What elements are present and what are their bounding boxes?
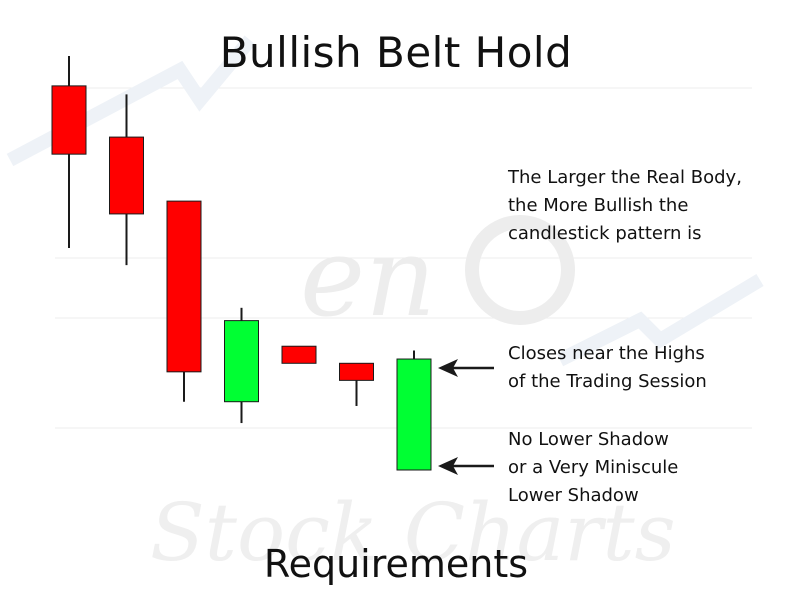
candle-bullish <box>224 307 259 424</box>
watermark-brand-text: Stock Charts <box>150 486 676 579</box>
watermark-arrow-right <box>556 273 764 367</box>
candle-body <box>339 362 374 381</box>
arrow-to-high <box>438 359 494 377</box>
note-closes-high: Closes near the Highs of the Trading Ses… <box>508 340 707 396</box>
footer-title: Requirements <box>263 542 529 586</box>
candle-body <box>396 358 432 471</box>
candle-body <box>51 85 87 155</box>
note-real-body: The Larger the Real Body, the More Bulli… <box>508 164 742 248</box>
page-title: Bullish Belt Hold <box>219 28 573 77</box>
candle-bearish <box>109 94 144 266</box>
candle-body <box>281 345 317 364</box>
candle-bullish <box>396 350 432 471</box>
watermark-logo-ring <box>465 215 575 325</box>
note-line: No Lower Shadow <box>508 429 669 450</box>
note-line: the More Bullish the <box>508 195 689 216</box>
note-line: candlestick pattern is <box>508 223 702 244</box>
note-lower-shadow: No Lower Shadow or a Very Miniscule Lowe… <box>508 426 678 510</box>
note-line: Lower Shadow <box>508 485 639 506</box>
candle-bearish <box>166 200 202 402</box>
watermark-logo-text: en <box>300 213 436 341</box>
watermark-arrow-left <box>6 35 256 167</box>
note-line: Closes near the Highs <box>508 343 705 364</box>
candle-bearish <box>281 345 317 364</box>
candle-body <box>224 320 259 403</box>
candle-bearish <box>339 362 374 406</box>
arrow-to-low <box>438 457 494 475</box>
watermark: en Stock Charts <box>6 35 764 579</box>
note-line: of the Trading Session <box>508 371 707 392</box>
candle-bearish <box>51 56 87 249</box>
note-line: The Larger the Real Body, <box>508 167 742 188</box>
candle-body <box>166 200 202 373</box>
annotation-arrows <box>438 359 494 475</box>
candle-body <box>109 136 144 215</box>
candlestick-series <box>51 56 432 471</box>
note-line: or a Very Miniscule <box>508 457 679 478</box>
